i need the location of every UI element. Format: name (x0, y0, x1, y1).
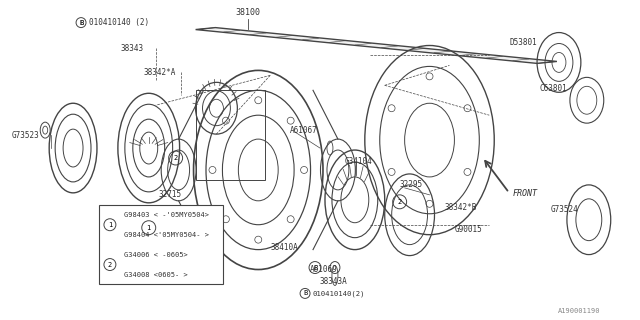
Text: 1: 1 (108, 222, 112, 228)
Text: A190001190: A190001190 (557, 308, 600, 314)
Text: G98404 <'05MY0504- >: G98404 <'05MY0504- > (124, 232, 209, 238)
Text: D53801: D53801 (509, 38, 537, 47)
Text: 38342*A: 38342*A (144, 68, 176, 77)
Text: A61069: A61069 (310, 265, 338, 274)
Bar (196, 90, 265, 180)
Text: G34104: G34104 (345, 157, 372, 166)
Text: 1: 1 (147, 225, 151, 231)
Text: B: B (313, 265, 317, 270)
Text: 32295: 32295 (399, 180, 423, 189)
Text: G73523: G73523 (12, 131, 39, 140)
Text: 38410A: 38410A (270, 243, 298, 252)
Text: B: B (79, 20, 83, 26)
Text: 38343: 38343 (121, 44, 144, 53)
Text: 2: 2 (108, 261, 112, 268)
Text: B: B (79, 20, 83, 26)
Text: 32715: 32715 (159, 190, 182, 199)
Text: B: B (303, 291, 307, 296)
Text: G34006 < -0605>: G34006 < -0605> (124, 252, 188, 258)
Text: C63801: C63801 (539, 84, 567, 93)
Text: 010410140 (2): 010410140 (2) (89, 18, 149, 27)
Text: G98403 < -'05MY0504>: G98403 < -'05MY0504> (124, 212, 209, 218)
Text: FRONT: FRONT (512, 189, 537, 198)
Text: 38342*B: 38342*B (444, 203, 477, 212)
Text: 2: 2 (173, 155, 178, 161)
Text: G34008 <0605- >: G34008 <0605- > (124, 271, 188, 277)
Text: G73524: G73524 (551, 205, 579, 214)
Text: 38100: 38100 (236, 8, 261, 17)
Bar (99, 205, 223, 284)
Text: 010410140(2): 010410140(2) (312, 290, 365, 297)
Text: A61067: A61067 (290, 126, 318, 135)
Polygon shape (196, 28, 557, 63)
Text: 2: 2 (397, 199, 402, 205)
Text: 38343A: 38343A (320, 277, 348, 286)
Text: G90015: G90015 (454, 225, 482, 234)
